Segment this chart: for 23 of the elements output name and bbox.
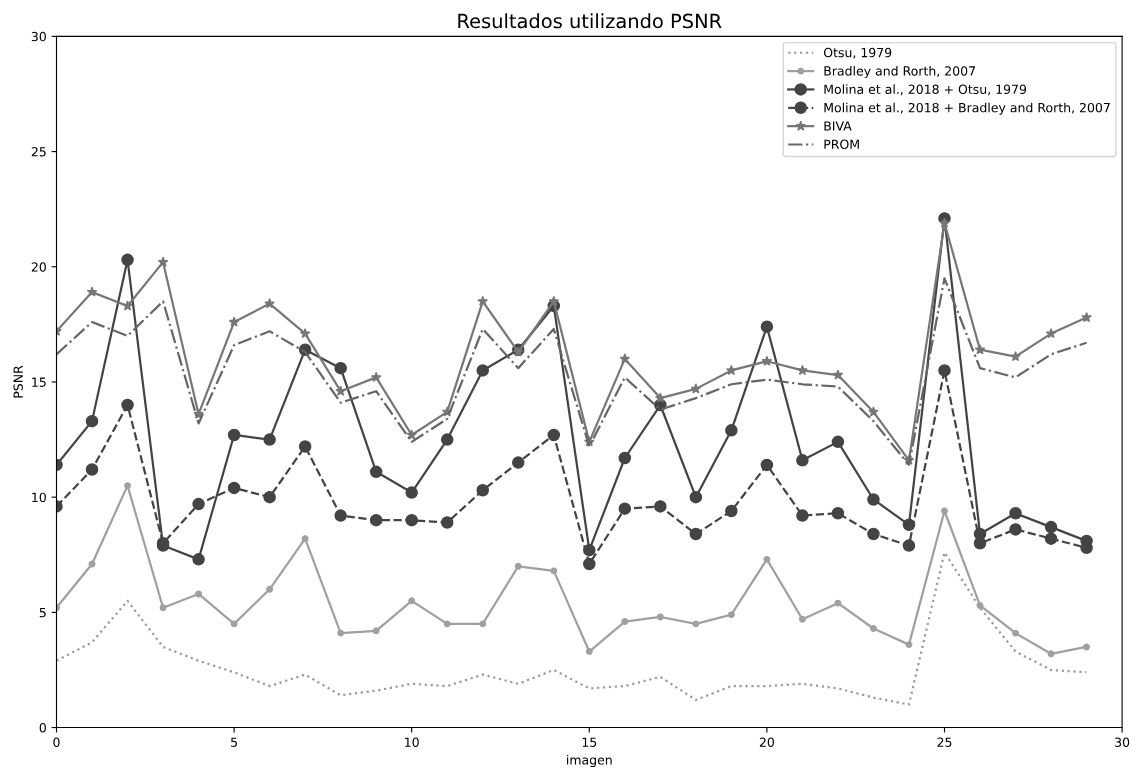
chart-title: Resultados utilizando PSNR bbox=[458, 13, 722, 29]
y-tick-label: 25 bbox=[31, 147, 46, 157]
legend-label: Molina et al., 2018 + Otsu, 1979 bbox=[824, 84, 1027, 96]
legend-label: BIVA bbox=[824, 121, 852, 131]
y-tick-label: 15 bbox=[32, 377, 46, 387]
x-tick-label: 5 bbox=[231, 737, 237, 747]
legend-label: Bradley and Rorth, 2007 bbox=[824, 65, 975, 79]
x-tick-label: 10 bbox=[405, 737, 419, 747]
x-tick-label: 15 bbox=[582, 737, 597, 747]
legend-label: Molina et al., 2018 + Bradley and Rorth, 2007 bbox=[824, 102, 1110, 115]
y-tick-label: 10 bbox=[32, 492, 46, 503]
y-tick-label: 5 bbox=[39, 608, 46, 618]
x-tick-label: 20 bbox=[759, 737, 775, 747]
y-tick-label: 30 bbox=[31, 31, 46, 42]
x-tick-label: 25 bbox=[937, 737, 952, 747]
x-tick-label: 30 bbox=[1115, 737, 1130, 747]
y-tick-label: 0 bbox=[39, 723, 46, 733]
x-tick-label: 0 bbox=[53, 737, 60, 747]
y-axis-title: PSNR bbox=[13, 365, 23, 398]
legend-label: PROM bbox=[824, 139, 859, 150]
y-tick-label: 20 bbox=[31, 262, 46, 272]
legend-label: Otsu, 1979 bbox=[823, 47, 892, 59]
x-axis-title: imagen bbox=[567, 754, 612, 768]
